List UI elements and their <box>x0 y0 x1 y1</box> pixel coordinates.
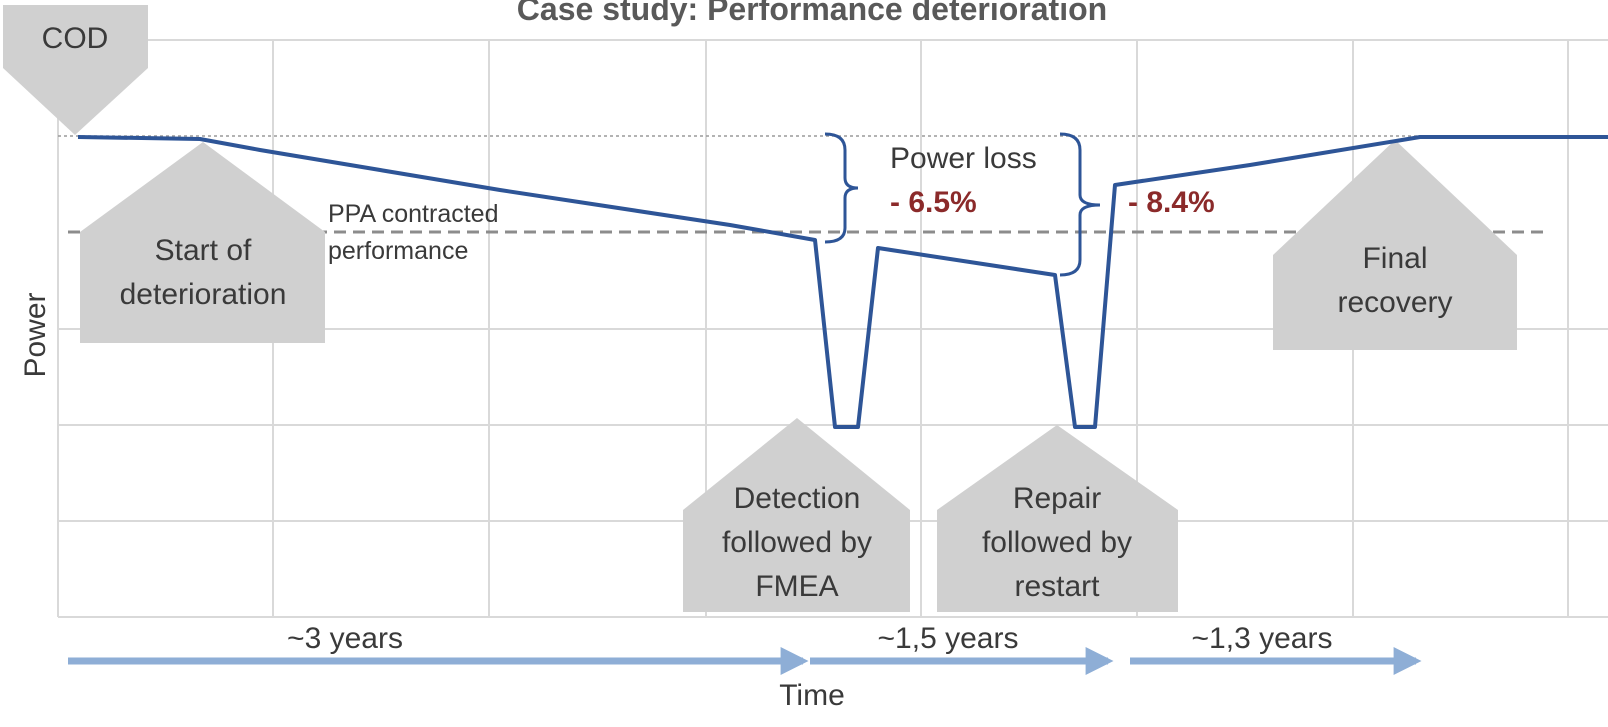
recovery-label: recovery <box>1337 286 1452 319</box>
recovery-label: Final <box>1362 242 1427 275</box>
detection-label: followed by <box>722 526 872 559</box>
period-label: ~1,5 years <box>878 622 1019 655</box>
loss-first: - 6.5% <box>890 186 977 219</box>
ppa-label: PPA contracted <box>328 200 498 228</box>
cod-label: COD <box>42 22 109 55</box>
detection-label: FMEA <box>755 570 838 603</box>
recovery-marker <box>1273 140 1517 350</box>
title: Case study: Performance deterioration <box>517 0 1107 27</box>
power-line <box>77 135 1608 429</box>
x-axis-label: Time <box>779 679 845 712</box>
detection-label: Detection <box>734 482 861 515</box>
ppa-label: performance <box>328 237 468 265</box>
repair-label: Repair <box>1013 482 1101 515</box>
start-label: deterioration <box>120 278 287 311</box>
period-label: ~3 years <box>287 622 403 655</box>
loss-label: Power loss <box>890 142 1037 175</box>
start-marker <box>80 142 325 343</box>
period-label: ~1,3 years <box>1192 622 1333 655</box>
repair-label: followed by <box>982 526 1132 559</box>
cod-marker <box>3 5 148 135</box>
repair-marker <box>937 425 1178 612</box>
repair-label: restart <box>1014 570 1100 603</box>
y-axis-label: Power <box>19 292 52 377</box>
detection-marker <box>683 418 910 612</box>
loss-second: - 8.4% <box>1128 186 1215 219</box>
brace <box>1059 132 1101 277</box>
start-label: Start of <box>155 234 252 267</box>
brace <box>824 132 859 244</box>
